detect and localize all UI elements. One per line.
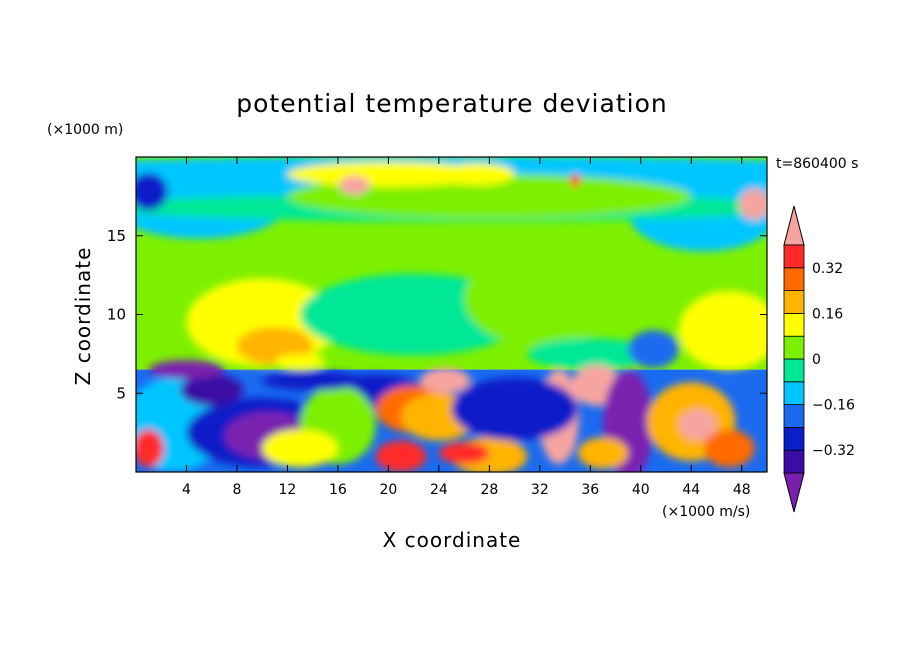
- colorbar-tick-label: 0.16: [812, 306, 843, 322]
- field-blob: [703, 429, 755, 468]
- field-blob: [527, 338, 654, 370]
- y-tick-label: 15: [107, 227, 126, 245]
- x-unit-label: (×1000 m/s): [662, 504, 750, 520]
- colorbar-segment: [783, 426, 805, 451]
- x-tick-label: 28: [480, 482, 498, 498]
- field-blob: [577, 437, 629, 469]
- colorbar-segment: [783, 290, 805, 314]
- x-tick-label: 4: [182, 482, 191, 498]
- x-tick-label: 24: [430, 482, 448, 498]
- field-blob: [464, 251, 616, 346]
- field-blob: [136, 172, 168, 211]
- field-blob: [339, 175, 370, 195]
- field-blob: [628, 330, 679, 369]
- y-tick-label: 5: [116, 384, 126, 402]
- field-blob: [678, 409, 717, 441]
- contour-field: [136, 157, 767, 472]
- field-blob: [148, 360, 225, 380]
- x-tick-label: 36: [581, 482, 599, 498]
- colorbar-segment: [783, 358, 805, 383]
- colorbar-segment: [783, 404, 805, 428]
- field-blob: [570, 174, 581, 187]
- chart-title: potential temperature deviation: [236, 89, 667, 118]
- colorbar-tick-label: 0.32: [812, 261, 843, 277]
- x-tick-label: 40: [632, 482, 650, 498]
- colorbar-segment: [783, 267, 805, 291]
- y-tick-label: 10: [107, 306, 126, 324]
- x-tick-label: 12: [279, 482, 297, 498]
- time-label: t=860400 s: [776, 156, 858, 172]
- field-blob: [136, 429, 164, 468]
- colorbar-max-arrow: [783, 205, 805, 246]
- colorbar-segment: [783, 335, 805, 360]
- colorbar-segment: [783, 244, 805, 269]
- field-blob: [678, 290, 767, 370]
- field-blob: [262, 371, 364, 391]
- colorbar-tick-label: −0.32: [812, 443, 855, 459]
- field-blob: [438, 442, 490, 465]
- field-blobs: [136, 157, 767, 472]
- colorbar: 0.32 0.16 0 −0.16 −0.32: [783, 205, 855, 513]
- field-blob: [739, 188, 767, 220]
- field-blob: [287, 161, 490, 187]
- x-tick-label: 16: [329, 482, 347, 498]
- y-unit-label: (×1000 m): [47, 122, 123, 138]
- field-blob: [419, 368, 471, 394]
- colorbar-min-arrow: [783, 472, 805, 513]
- field-blob: [438, 163, 515, 186]
- colorbar-segment: [783, 449, 805, 474]
- field-blob: [451, 377, 578, 441]
- field-blob: [180, 374, 244, 406]
- x-tick-label: 32: [531, 482, 549, 498]
- field-blob: [375, 440, 427, 472]
- x-tick-label: 44: [682, 482, 700, 498]
- colorbar-tick-label: −0.16: [812, 398, 855, 414]
- field-blob: [274, 353, 326, 370]
- x-tick-label: 48: [733, 482, 751, 498]
- field-blob: [262, 429, 338, 468]
- colorbar-tick-label: 0: [812, 352, 821, 368]
- x-tick-label: 20: [379, 482, 397, 498]
- y-axis-label: Z coordinate: [71, 247, 95, 386]
- x-axis-label: X coordinate: [383, 528, 522, 552]
- colorbar-segment: [783, 312, 805, 337]
- x-tick-label: 8: [232, 482, 241, 498]
- colorbar-segment: [783, 381, 805, 405]
